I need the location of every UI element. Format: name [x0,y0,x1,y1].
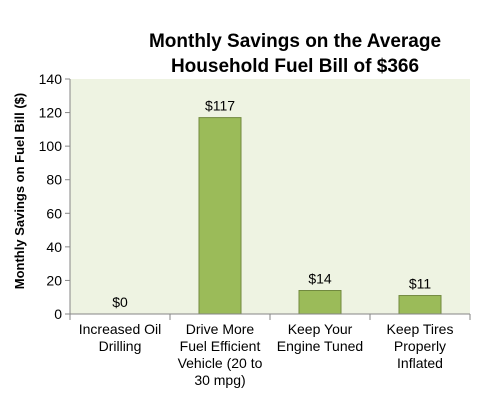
category-label-line: Keep Tires [387,321,454,337]
data-label: $0 [112,294,128,310]
category-label-line: Engine Tuned [277,338,363,354]
category-label: Keep Your Engine Tuned [277,321,363,354]
category-label-line: 30 mpg) [194,372,245,388]
y-tick-label: 40 [46,239,62,255]
category-label: Keep Tires Properly Inflated [387,321,454,371]
bar [298,290,342,315]
category-label-line: Drive More [186,321,255,337]
y-tick-label: 60 [46,205,62,221]
category-label-line: Drilling [99,338,142,354]
data-label: $117 [205,98,235,114]
category-label-line: Vehicle (20 to [178,355,263,371]
bar [398,295,442,315]
y-tick-label: 80 [46,172,62,188]
plot-area: $0 Increased Oil Drilling $117 Drive More Fue… [39,71,471,388]
category-label: Drive More Fuel Efficient Vehicle (20 to 30… [178,321,263,388]
category-label-line: Properly [394,338,446,354]
category-label-line: Fuel Efficient [180,338,261,354]
data-label: $14 [308,271,332,287]
bar [198,117,242,315]
y-tick-label: 140 [39,71,63,87]
chart-title-line-2: Household Fuel Bill of $366 [171,56,419,77]
category-label: Increased Oil Drilling [79,321,161,354]
chart-title-line-1: Monthly Savings on the Average [149,31,441,52]
category-label-line: Keep Your [288,321,353,337]
y-tick-label: 20 [46,272,62,288]
y-axis-title: Monthly Savings on Fuel Bill ($) [12,93,27,289]
category-label-line: Inflated [397,355,443,371]
y-tick-label: 120 [39,105,63,121]
y-tick-label: 0 [54,306,62,322]
plot-background [70,79,470,314]
data-label: $11 [409,276,432,292]
y-tick-label: 100 [39,138,63,154]
category-label-line: Increased Oil [79,321,161,337]
